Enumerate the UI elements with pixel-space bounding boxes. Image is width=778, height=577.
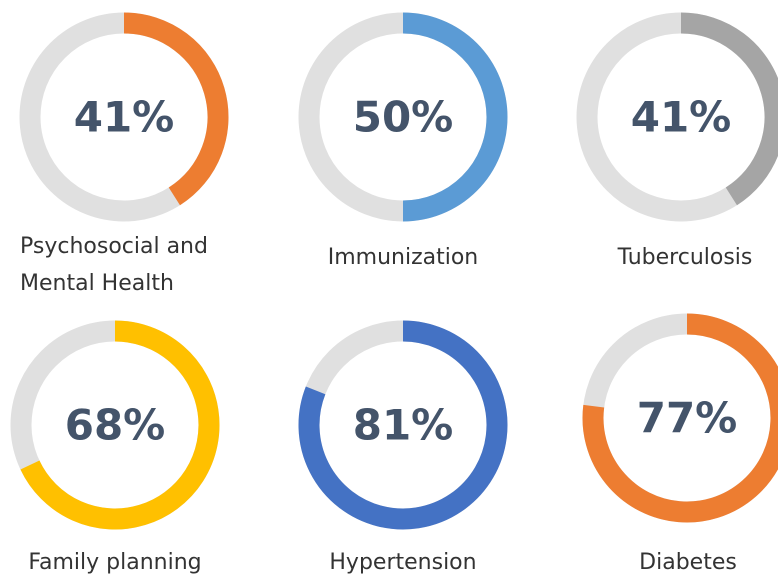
gauge-title: Psychosocial and Mental Health [20,234,208,296]
percent-label: 41% [74,93,175,142]
donut-arc [582,313,778,523]
gauge-title: Diabetes [639,550,737,575]
percent-label: 41% [631,93,732,142]
gauge-title: Tuberculosis [617,245,753,270]
percent-label: 81% [353,401,454,450]
donut-arc [20,320,220,530]
percent-label: 68% [65,401,166,450]
donut-arc [123,12,229,206]
gauge-title: Immunization [327,245,479,270]
donut-arc [402,12,508,222]
donut-arc [680,12,778,206]
donut-arc [298,320,508,530]
percent-label: 50% [353,93,454,142]
gauge-title: Family planning [28,550,202,575]
percent-label: 77% [637,394,738,443]
gauge-title: Hypertension [329,550,477,575]
